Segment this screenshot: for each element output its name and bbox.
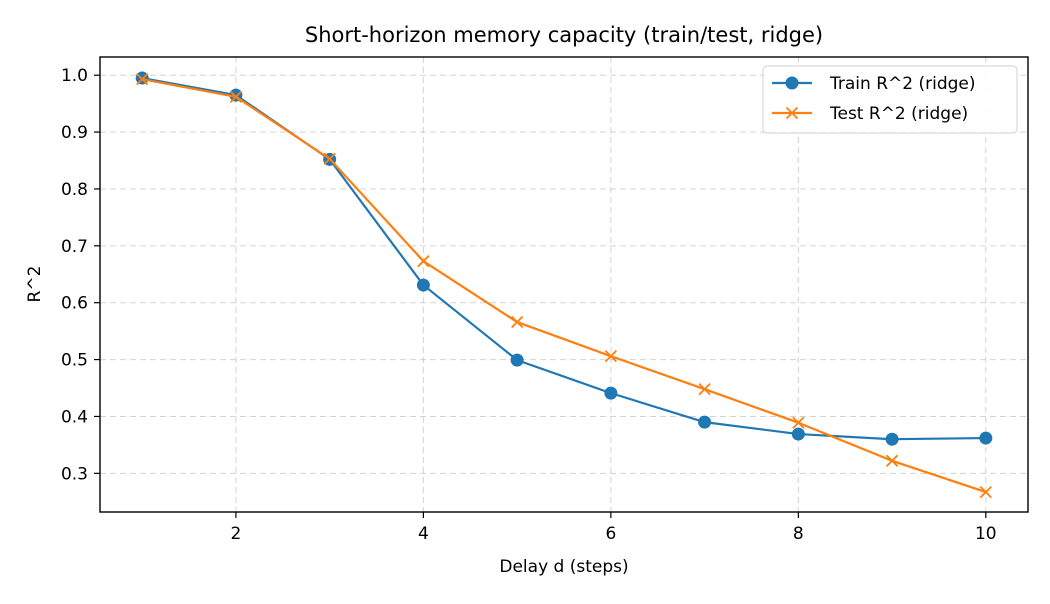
legend-item: Test R^2 (ridge) — [772, 104, 968, 124]
x-marker-stroke — [136, 73, 149, 86]
data-point — [979, 485, 992, 499]
x-marker-stroke — [604, 350, 618, 363]
y-tick-label: 0.6 — [61, 294, 88, 314]
x-tick-label: 8 — [793, 524, 804, 544]
x-tick-label: 6 — [605, 524, 616, 544]
series-test — [136, 73, 992, 499]
y-tick-label: 0.5 — [61, 351, 88, 371]
x-marker-stroke — [792, 416, 805, 429]
legend-label: Train R^2 (ridge) — [829, 74, 976, 94]
series-layer — [135, 71, 993, 499]
data-point — [885, 432, 899, 446]
data-point — [791, 427, 805, 441]
x-marker-stroke — [785, 106, 799, 120]
chart-title: Short-horizon memory capacity (train/tes… — [305, 23, 823, 47]
data-point — [604, 386, 618, 400]
x-marker-stroke — [510, 315, 524, 329]
x-marker-stroke — [698, 383, 711, 396]
y-tick-label: 0.4 — [61, 407, 88, 427]
y-tick-label: 1.0 — [61, 66, 88, 86]
x-tick-label: 4 — [418, 524, 429, 544]
series-line — [141, 78, 987, 494]
y-tick-label: 0.3 — [61, 464, 88, 484]
data-point — [136, 73, 149, 86]
y-tick-label: 0.9 — [61, 123, 88, 143]
y-tick-label: 0.8 — [61, 180, 88, 200]
tick-layer: 2 4 6 8 10 0.3 0.4 0.5 0.6 0.7 0.8 0.9 1.0 — [61, 66, 997, 544]
data-point — [698, 383, 711, 396]
x-marker-stroke — [417, 255, 430, 268]
legend-box — [762, 65, 1018, 134]
x-tick-label: 2 — [231, 524, 242, 544]
data-point — [979, 431, 993, 445]
legend-items: Train R^2 (ridge) Test R^2 (ridge) — [772, 74, 976, 124]
legend: Train R^2 (ridge) Test R^2 (ridge) — [762, 65, 1018, 134]
data-point — [604, 350, 618, 363]
data-point — [698, 415, 712, 429]
plot-frame — [99, 56, 1029, 513]
data-point — [885, 454, 899, 467]
data-point — [510, 353, 524, 367]
x-marker-stroke — [323, 152, 336, 165]
data-point — [417, 255, 430, 268]
legend-marker — [785, 76, 799, 90]
legend-marker — [785, 106, 799, 120]
legend-item: Train R^2 (ridge) — [772, 74, 976, 94]
data-point — [510, 315, 524, 329]
data-point — [792, 416, 805, 429]
legend-label: Test R^2 (ridge) — [829, 104, 968, 124]
x-marker-stroke — [229, 90, 243, 103]
x-axis-label: Delay d (steps) — [499, 557, 628, 577]
data-point — [323, 152, 336, 165]
y-axis-label: R^2 — [25, 266, 45, 303]
x-marker-stroke — [979, 485, 992, 499]
x-marker-stroke — [885, 454, 899, 467]
data-point — [416, 278, 430, 292]
y-tick-label: 0.7 — [61, 237, 88, 257]
data-point — [229, 90, 243, 103]
x-tick-label: 10 — [975, 524, 997, 544]
